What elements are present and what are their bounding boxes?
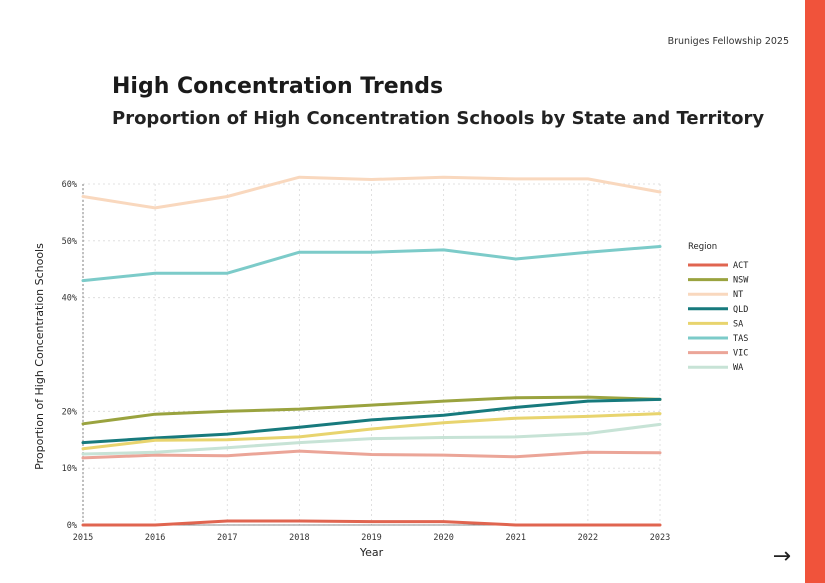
- x-tick-label: 2022: [578, 533, 598, 543]
- legend-label-sa: SA: [733, 319, 743, 329]
- series-line-act: [81, 519, 662, 527]
- x-axis-title: Year: [359, 546, 384, 559]
- y-tick-label: 50%: [62, 237, 77, 247]
- x-tick-label: 2019: [361, 533, 381, 543]
- series-line-tas: [81, 245, 662, 283]
- y-tick-label: 60%: [62, 180, 77, 190]
- y-tick-label: 20%: [62, 407, 77, 417]
- chart-subtitle: Proportion of High Concentration Schools…: [112, 108, 765, 129]
- series-line-vic: [81, 449, 662, 460]
- legend-title: Region: [688, 242, 717, 252]
- x-tick-label: 2016: [145, 533, 165, 543]
- series-line-wa: [81, 422, 662, 456]
- next-arrow-icon[interactable]: →: [772, 544, 791, 569]
- x-tick-label: 2021: [506, 533, 526, 543]
- legend-label-vic: VIC: [733, 349, 748, 359]
- y-tick-label: 0%: [67, 521, 77, 531]
- legend-label-act: ACT: [733, 261, 748, 271]
- legend-label-nsw: NSW: [733, 276, 749, 286]
- series-line-nsw: [81, 395, 662, 426]
- series-line-nt: [81, 175, 662, 210]
- x-tick-label: 2020: [433, 533, 453, 543]
- chart-title: High Concentration Trends: [112, 74, 444, 99]
- series-line-sa: [81, 412, 662, 451]
- x-tick-label: 2017: [217, 533, 237, 543]
- series-line-qld: [81, 397, 662, 445]
- header-tag: Bruniges Fellowship 2025: [667, 36, 789, 47]
- x-tick-label: 2023: [650, 533, 670, 543]
- legend-label-tas: TAS: [733, 334, 748, 344]
- accent-side-bar: [805, 0, 825, 583]
- legend-label-qld: QLD: [733, 305, 748, 315]
- x-tick-label: 2015: [73, 533, 93, 543]
- y-tick-label: 40%: [62, 294, 77, 304]
- legend-label-wa: WA: [733, 363, 743, 373]
- x-tick-label: 2018: [289, 533, 309, 543]
- y-tick-label: 10%: [62, 464, 77, 474]
- legend-label-nt: NT: [733, 290, 743, 300]
- y-axis-title: Proportion of High Concentration Schools: [33, 243, 46, 470]
